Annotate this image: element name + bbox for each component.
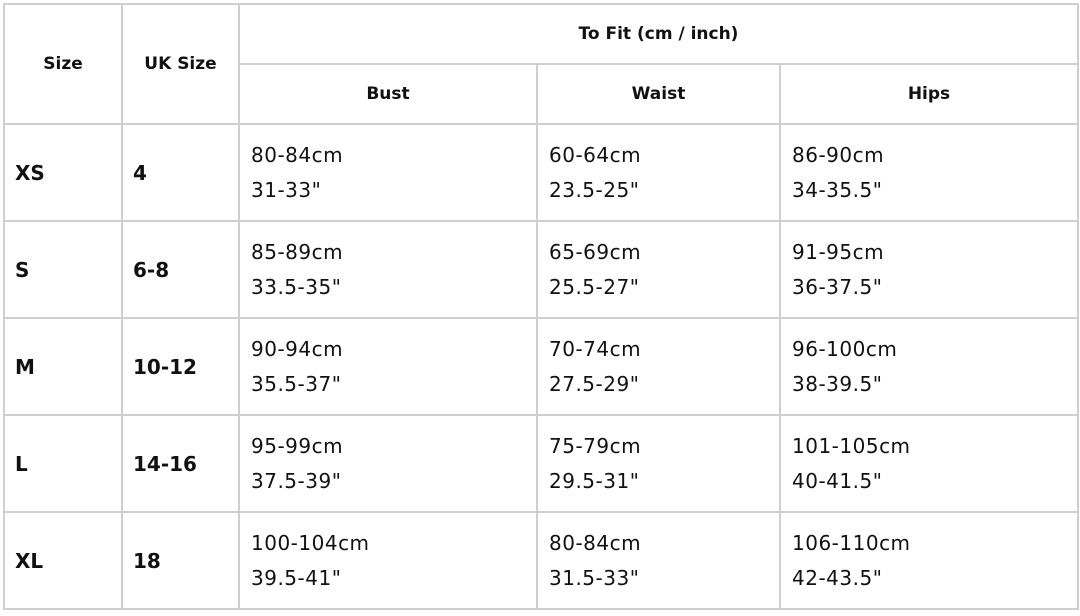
uk-size-cell: 4 [121, 123, 240, 222]
hips-cm: 101-105cm [792, 433, 911, 458]
waist-cm: 75-79cm [549, 433, 642, 458]
waist-cell: 60-64cm 23.5-25" [536, 123, 781, 222]
bust-inch: 31-33" [251, 177, 322, 202]
waist-cell: 70-74cm 27.5-29" [536, 317, 781, 416]
waist-inch: 25.5-27" [549, 274, 640, 299]
hips-cell: 96-100cm 38-39.5" [779, 317, 1079, 416]
hips-cell: 101-105cm 40-41.5" [779, 414, 1079, 513]
hips-cm: 106-110cm [792, 530, 911, 555]
size-cell: XS [3, 123, 123, 222]
header-bust: Bust [238, 63, 538, 125]
waist-cell: 75-79cm 29.5-31" [536, 414, 781, 513]
hips-cm: 91-95cm [792, 239, 885, 264]
size-cell: M [3, 317, 123, 416]
header-hips: Hips [779, 63, 1079, 125]
hips-inch: 42-43.5" [792, 565, 883, 590]
waist-inch: 31.5-33" [549, 565, 640, 590]
table-row: XS 4 80-84cm 31-33" 60-64cm 23.5-25" 86-90cm… [3, 123, 1079, 222]
bust-inch: 39.5-41" [251, 565, 342, 590]
bust-cm: 95-99cm [251, 433, 344, 458]
hips-cm: 86-90cm [792, 142, 885, 167]
waist-cm: 65-69cm [549, 239, 642, 264]
size-cell: XL [3, 511, 123, 610]
uk-size-cell: 14-16 [121, 414, 240, 513]
waist-inch: 23.5-25" [549, 177, 640, 202]
hips-inch: 38-39.5" [792, 371, 883, 396]
bust-cell: 80-84cm 31-33" [238, 123, 538, 222]
hips-cell: 106-110cm 42-43.5" [779, 511, 1079, 610]
bust-cm: 85-89cm [251, 239, 344, 264]
waist-cm: 80-84cm [549, 530, 642, 555]
hips-cm: 96-100cm [792, 336, 898, 361]
waist-inch: 29.5-31" [549, 468, 640, 493]
hips-inch: 40-41.5" [792, 468, 883, 493]
table-row: M 10-12 90-94cm 35.5-37" 70-74cm 27.5-29" 96… [3, 317, 1079, 416]
hips-inch: 34-35.5" [792, 177, 883, 202]
bust-cm: 100-104cm [251, 530, 370, 555]
waist-cell: 65-69cm 25.5-27" [536, 220, 781, 319]
uk-size-cell: 18 [121, 511, 240, 610]
hips-cell: 91-95cm 36-37.5" [779, 220, 1079, 319]
hips-inch: 36-37.5" [792, 274, 883, 299]
size-cell: S [3, 220, 123, 319]
header-waist: Waist [536, 63, 781, 125]
table-row: S 6-8 85-89cm 33.5-35" 65-69cm 25.5-27" 91-9… [3, 220, 1079, 319]
bust-inch: 37.5-39" [251, 468, 342, 493]
table-row: XL 18 100-104cm 39.5-41" 80-84cm 31.5-33" 10… [3, 511, 1079, 610]
header-uk-size: UK Size [121, 3, 240, 125]
waist-cm: 70-74cm [549, 336, 642, 361]
size-chart-table: Size UK Size To Fit (cm / inch) Bust Wai… [3, 3, 1079, 610]
bust-cell: 95-99cm 37.5-39" [238, 414, 538, 513]
bust-cell: 100-104cm 39.5-41" [238, 511, 538, 610]
size-cell: L [3, 414, 123, 513]
table-row: L 14-16 95-99cm 37.5-39" 75-79cm 29.5-31" 10… [3, 414, 1079, 513]
header-size: Size [3, 3, 123, 125]
bust-cm: 80-84cm [251, 142, 344, 167]
waist-inch: 27.5-29" [549, 371, 640, 396]
waist-cell: 80-84cm 31.5-33" [536, 511, 781, 610]
bust-inch: 33.5-35" [251, 274, 342, 299]
bust-cm: 90-94cm [251, 336, 344, 361]
uk-size-cell: 10-12 [121, 317, 240, 416]
uk-size-cell: 6-8 [121, 220, 240, 319]
bust-inch: 35.5-37" [251, 371, 342, 396]
waist-cm: 60-64cm [549, 142, 642, 167]
hips-cell: 86-90cm 34-35.5" [779, 123, 1079, 222]
bust-cell: 90-94cm 35.5-37" [238, 317, 538, 416]
bust-cell: 85-89cm 33.5-35" [238, 220, 538, 319]
header-to-fit: To Fit (cm / inch) [238, 3, 1079, 65]
